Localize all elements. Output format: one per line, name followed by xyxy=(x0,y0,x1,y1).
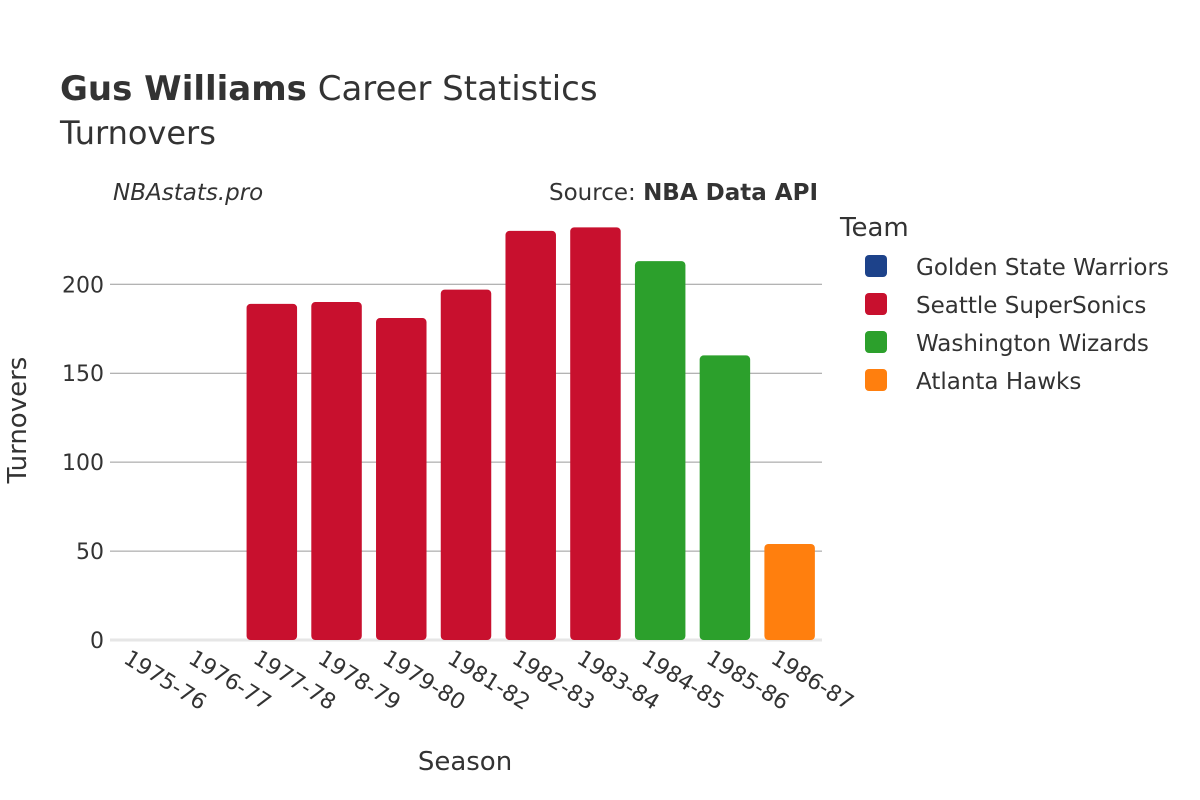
legend-swatch xyxy=(865,293,887,315)
bar-1978-79 xyxy=(311,302,362,640)
legend-item-label: Seattle SuperSonics xyxy=(916,293,1146,319)
bar-1986-87 xyxy=(764,543,815,640)
chart-subtitle: Turnovers xyxy=(59,114,216,152)
bar-1977-78 xyxy=(246,303,298,640)
x-tick-labels: 1975-761976-771977-781978-791979-801981-… xyxy=(119,646,857,716)
y-tick-label: 200 xyxy=(62,273,104,298)
x-axis-label: Season xyxy=(418,747,512,777)
bar-1982-83 xyxy=(505,230,556,640)
source-prefix: Source: xyxy=(549,180,643,206)
chart-title: Gus Williams Career Statistics xyxy=(60,69,598,109)
bars xyxy=(246,227,815,640)
bar-1983-84 xyxy=(570,227,621,640)
watermark: NBAstats.pro xyxy=(113,180,263,206)
legend: Golden State Warriors Seattle SuperSonics… xyxy=(865,255,1169,395)
source-name: NBA Data API xyxy=(643,180,818,206)
y-tick-label: 0 xyxy=(90,629,104,654)
legend-item-label: Golden State Warriors xyxy=(916,255,1169,281)
bar-1981-82 xyxy=(440,289,492,640)
bar-1985-86 xyxy=(699,355,751,640)
source-label: Source: NBA Data API xyxy=(549,180,818,206)
bar-1984-85 xyxy=(634,261,686,640)
legend-title: Team xyxy=(839,213,909,243)
legend-swatch xyxy=(865,369,887,391)
legend-swatch xyxy=(865,331,887,353)
legend-item-label: Atlanta Hawks xyxy=(916,369,1081,395)
y-tick-labels: 0 50 100 150 200 xyxy=(62,273,104,654)
chart-title-rest: Career Statistics xyxy=(307,69,598,109)
bar-1979-80 xyxy=(376,318,427,640)
y-tick-label: 50 xyxy=(76,540,104,565)
legend-swatch xyxy=(865,255,887,277)
y-axis-label: Turnovers xyxy=(3,357,33,485)
chart-title-player: Gus Williams xyxy=(60,69,307,109)
y-tick-label: 150 xyxy=(62,362,104,387)
legend-item-label: Washington Wizards xyxy=(916,331,1149,357)
y-tick-label: 100 xyxy=(62,451,104,476)
